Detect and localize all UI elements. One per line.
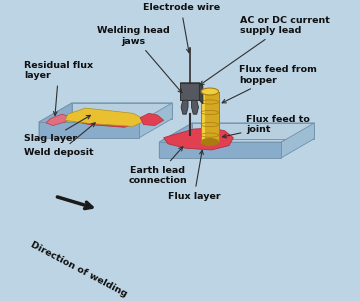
Polygon shape xyxy=(70,111,140,127)
Text: Welding head
jaws: Welding head jaws xyxy=(97,26,182,93)
Text: AC or DC current
supply lead: AC or DC current supply lead xyxy=(200,16,330,85)
Polygon shape xyxy=(201,92,206,142)
Polygon shape xyxy=(159,142,281,158)
Polygon shape xyxy=(39,103,72,138)
Ellipse shape xyxy=(201,138,219,146)
Polygon shape xyxy=(39,103,172,122)
Text: Residual flux
layer: Residual flux layer xyxy=(24,61,93,115)
Text: Slag layer: Slag layer xyxy=(24,115,90,143)
Polygon shape xyxy=(46,114,68,126)
Polygon shape xyxy=(140,113,164,126)
Polygon shape xyxy=(159,123,314,142)
Text: Weld deposit: Weld deposit xyxy=(24,123,95,157)
Polygon shape xyxy=(201,92,219,142)
Polygon shape xyxy=(181,100,188,114)
Polygon shape xyxy=(281,123,314,158)
Polygon shape xyxy=(65,108,146,126)
Polygon shape xyxy=(192,100,198,114)
Polygon shape xyxy=(192,123,314,138)
Text: Direction of welding: Direction of welding xyxy=(28,240,128,298)
Text: Flux layer: Flux layer xyxy=(168,150,220,201)
Polygon shape xyxy=(164,128,233,150)
Polygon shape xyxy=(199,83,203,104)
Text: Flux feed to
joint: Flux feed to joint xyxy=(222,115,310,138)
Text: Electrode wire: Electrode wire xyxy=(143,3,220,53)
Polygon shape xyxy=(159,123,192,158)
Polygon shape xyxy=(180,83,199,100)
Polygon shape xyxy=(139,103,172,138)
Polygon shape xyxy=(39,122,139,138)
Text: Earth lead
connection: Earth lead connection xyxy=(128,147,187,185)
Polygon shape xyxy=(180,83,203,86)
Text: Flux feed from
hopper: Flux feed from hopper xyxy=(222,65,318,103)
Polygon shape xyxy=(72,103,172,119)
Ellipse shape xyxy=(201,88,219,95)
